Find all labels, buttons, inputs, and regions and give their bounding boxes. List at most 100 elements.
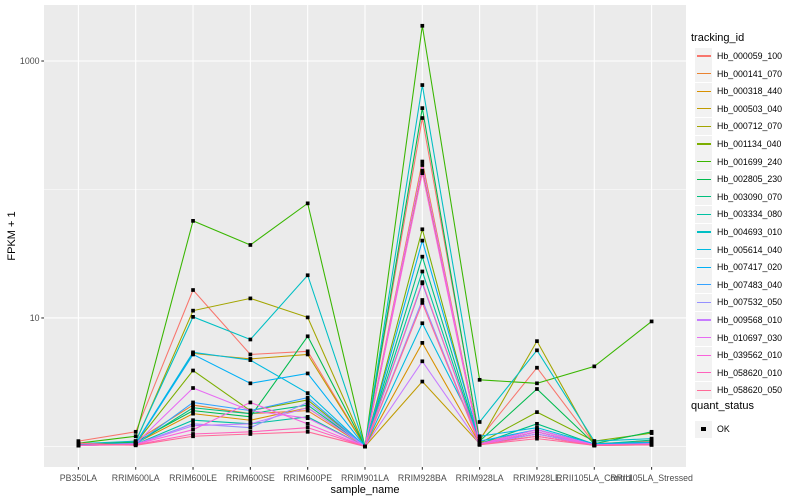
x-tick-label: RRIM600PE — [283, 473, 332, 483]
data-point — [191, 434, 195, 439]
data-point — [305, 395, 310, 400]
data-point — [305, 416, 310, 421]
data-point — [592, 439, 597, 443]
data-point — [191, 400, 195, 405]
data-point — [420, 359, 425, 364]
data-point — [191, 288, 195, 292]
y-axis-title: FPKM + 1 — [6, 211, 18, 260]
legend-item-Hb_007483_040: Hb_007483_040 — [695, 276, 782, 294]
data-point — [248, 418, 253, 423]
legend-item-label: Hb_007417_020 — [717, 262, 783, 273]
legend-item-Hb_003334_080: Hb_003334_080 — [695, 205, 783, 223]
data-point — [477, 434, 482, 439]
x-tick-label: RRIM928LE — [513, 473, 561, 483]
data-point — [535, 425, 539, 430]
legend-item-Hb_000712_070: Hb_000712_070 — [695, 117, 782, 135]
data-point — [133, 429, 138, 434]
legend-item-label: Hb_005614_040 — [717, 244, 783, 255]
legend-item-label: Hb_003090_070 — [717, 191, 783, 202]
data-point — [133, 434, 138, 439]
data-point — [191, 418, 195, 423]
data-point — [420, 171, 425, 176]
data-point — [305, 405, 310, 410]
x-tick-label: RRIM928BA — [398, 473, 447, 483]
legend-item-Hb_000059_100: Hb_000059_100 — [695, 47, 783, 65]
data-point — [248, 337, 253, 342]
data-point — [535, 339, 539, 343]
data-point — [305, 425, 310, 430]
legend-key-line-icon — [695, 311, 712, 329]
data-point — [305, 391, 310, 395]
data-point — [76, 443, 81, 448]
legend-item-Hb_010697_030: Hb_010697_030 — [695, 329, 783, 347]
x-tick-label: RRIM600LE — [169, 473, 217, 483]
data-point — [248, 411, 253, 416]
data-point — [133, 439, 138, 443]
data-point — [191, 219, 195, 223]
legend-key-line-icon — [695, 346, 712, 364]
data-point — [420, 298, 425, 302]
data-point — [133, 443, 138, 448]
data-point — [592, 443, 597, 448]
data-point — [420, 238, 425, 243]
legend-key-line-icon — [695, 47, 712, 65]
y-tick-label: 1000 — [20, 56, 40, 66]
data-point — [649, 429, 654, 434]
data-point — [191, 408, 195, 413]
data-point — [477, 420, 482, 424]
legend-item-label: Hb_001699_240 — [717, 156, 783, 167]
legend-item-Hb_000141_070: Hb_000141_070 — [695, 65, 782, 83]
x-tick-label: RRII105LA_Stressed — [610, 473, 693, 483]
x-tick-label: RRIM928LA — [456, 473, 504, 483]
data-point — [535, 421, 539, 426]
data-point — [420, 168, 425, 173]
data-point — [305, 400, 310, 405]
axis-ticks-and-labels: 10 1000 PB350LA RRIM600LA RRIM600LE RRIM600SE… — [20, 56, 693, 483]
legend-item-Hb_005614_040: Hb_005614_040 — [695, 241, 783, 259]
data-point — [305, 273, 310, 278]
legend-item-label: Hb_007532_050 — [717, 297, 783, 308]
legend-item-Hb_001699_240: Hb_001699_240 — [695, 153, 783, 171]
data-point — [420, 163, 425, 167]
data-point — [477, 377, 482, 382]
legend-title-tracking-id: tracking_id — [691, 32, 745, 44]
legend-key-line-icon — [695, 135, 712, 153]
data-point — [592, 364, 597, 369]
data-point — [248, 425, 253, 430]
legend-key-line-icon — [695, 82, 712, 100]
data-point — [535, 381, 539, 386]
data-point — [76, 441, 81, 446]
legend-item-label: OK — [717, 424, 730, 434]
data-point — [191, 432, 195, 436]
data-point — [535, 348, 539, 353]
legend-key-line-icon — [695, 188, 712, 206]
data-point — [420, 301, 425, 305]
x-tick-label: RRIM600SE — [226, 473, 275, 483]
legend-key-line-icon — [695, 364, 712, 382]
data-points — [76, 23, 654, 449]
data-point — [191, 403, 195, 407]
data-point — [535, 410, 539, 414]
legend-key-line-icon — [695, 117, 712, 135]
data-point — [191, 405, 195, 410]
legend-item-quant-status-OK: OK — [695, 420, 730, 438]
data-point — [191, 427, 195, 432]
legend-item-label: Hb_003334_080 — [717, 209, 783, 220]
legend-item-Hb_058620_010: Hb_058620_010 — [695, 364, 782, 382]
data-point — [76, 439, 81, 443]
legend-item-label: Hb_000059_100 — [717, 51, 783, 61]
data-point — [305, 403, 310, 407]
legend-item-Hb_000503_040: Hb_000503_040 — [695, 100, 782, 118]
legend-key-line-icon — [695, 293, 712, 311]
data-point — [420, 116, 425, 120]
x-tick-label: PB350LA — [60, 473, 97, 483]
data-point — [535, 365, 539, 370]
data-point — [305, 201, 310, 206]
legend-item-Hb_058620_050: Hb_058620_050 — [695, 381, 782, 399]
data-point — [420, 321, 425, 326]
legend-item-label: Hb_010697_030 — [717, 332, 783, 343]
legend-key-line-icon — [695, 153, 712, 171]
data-point — [191, 308, 195, 313]
legend-key-line-icon — [695, 276, 712, 294]
